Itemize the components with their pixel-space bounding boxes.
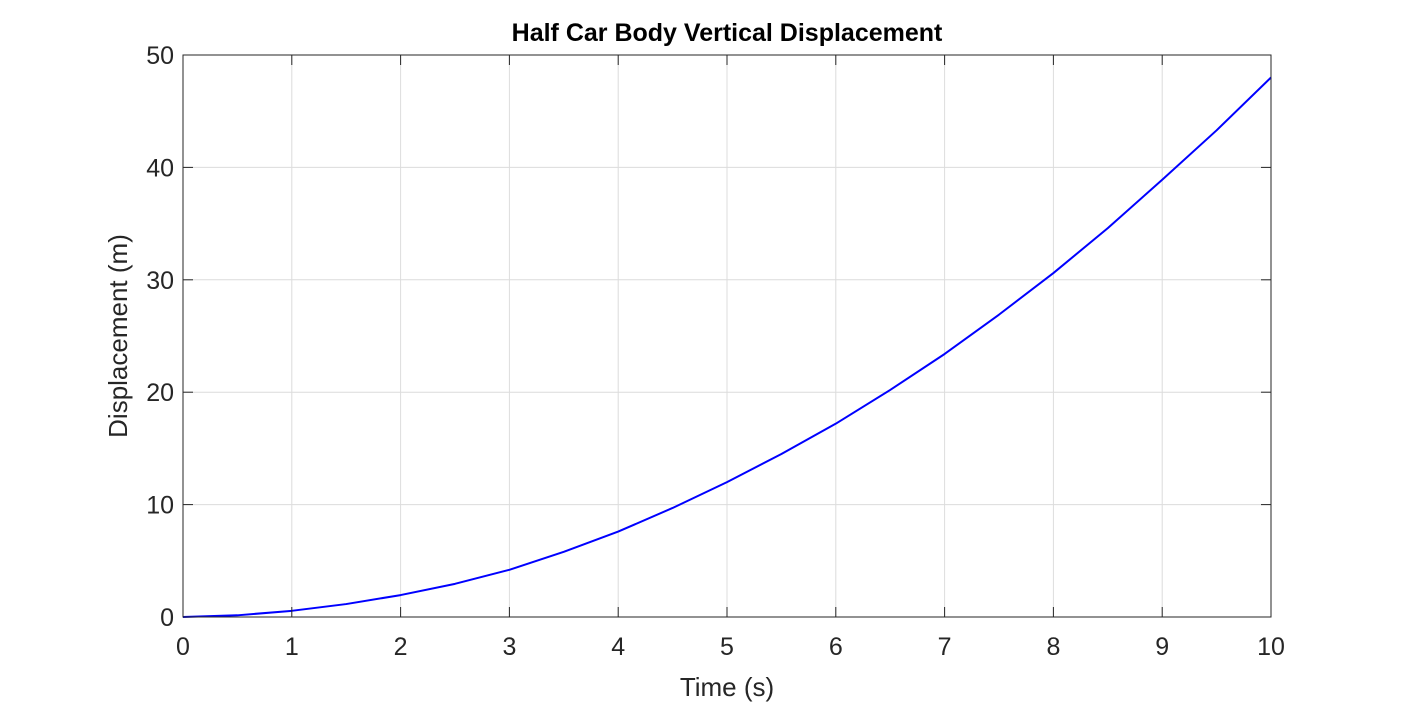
x-tick-label: 10 [1257,633,1285,661]
y-tick-label: 30 [146,267,174,295]
y-tick-label: 20 [146,379,174,407]
y-axis-label: Displacement (m) [103,234,133,438]
x-tick-label: 8 [1046,633,1060,661]
x-tick-label: 5 [720,633,734,661]
x-tick-label: 0 [176,633,190,661]
y-tick-label: 40 [146,154,174,182]
x-axis-label: Time (s) [680,672,774,702]
y-tick-label: 50 [146,42,174,70]
x-tick-label: 2 [394,633,408,661]
series-line [182,76,1272,618]
x-tick-label: 6 [829,633,843,661]
x-tick-label: 9 [1155,633,1169,661]
axes [182,54,1272,618]
x-tick-label: 1 [285,633,299,661]
tick-labels: 0 1 2 3 4 5 6 7 8 9 10 0 10 20 30 40 50 [146,42,1285,661]
y-tick-label: 0 [160,604,174,632]
x-tick-label: 3 [502,633,516,661]
chart-title: Half Car Body Vertical Displacement [512,19,943,47]
x-tick-label: 4 [611,633,625,661]
x-tick-label: 7 [938,633,952,661]
series-layer [182,76,1272,618]
y-tick-label: 10 [146,492,174,520]
